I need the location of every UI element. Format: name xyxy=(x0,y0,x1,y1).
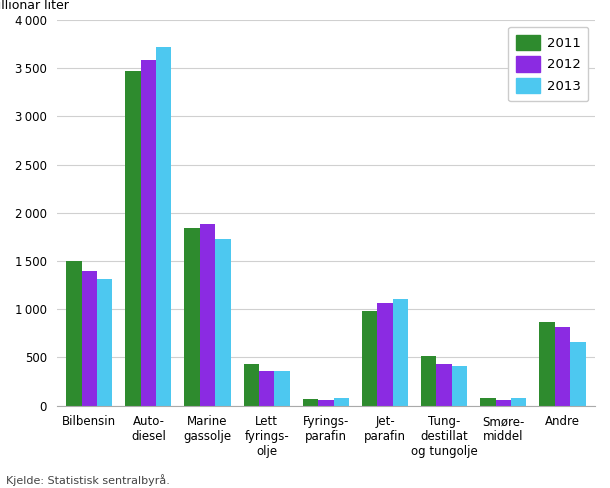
Text: Millionar liter: Millionar liter xyxy=(0,0,68,12)
Bar xyxy=(480,398,496,406)
Bar xyxy=(511,398,526,406)
Bar xyxy=(334,398,349,406)
Bar xyxy=(378,304,393,406)
Bar xyxy=(570,342,586,406)
Bar xyxy=(318,400,334,406)
Bar xyxy=(215,239,231,406)
Bar xyxy=(66,261,82,406)
Bar xyxy=(184,228,200,406)
Bar xyxy=(303,399,318,406)
Bar xyxy=(125,71,141,406)
Bar xyxy=(200,224,215,406)
Bar xyxy=(243,364,259,406)
Bar xyxy=(421,356,437,406)
Bar xyxy=(274,371,290,406)
Bar xyxy=(141,60,156,406)
Bar xyxy=(259,371,274,406)
Bar xyxy=(156,47,171,406)
Bar xyxy=(97,279,112,406)
Bar xyxy=(437,364,452,406)
Bar xyxy=(82,271,97,406)
Bar xyxy=(539,322,554,406)
Bar xyxy=(554,326,570,406)
Legend: 2011, 2012, 2013: 2011, 2012, 2013 xyxy=(508,27,589,102)
Bar xyxy=(393,299,408,406)
Bar xyxy=(452,366,467,406)
Text: Kjelde: Statistisk sentralbyrå.: Kjelde: Statistisk sentralbyrå. xyxy=(6,474,170,486)
Bar xyxy=(496,400,511,406)
Bar xyxy=(362,311,378,406)
